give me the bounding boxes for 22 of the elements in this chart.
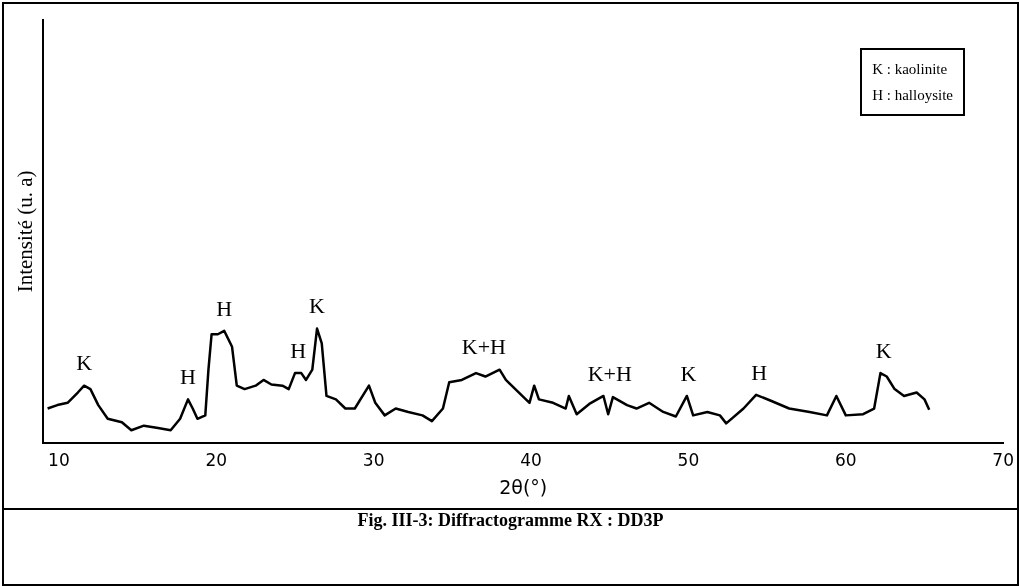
x-tick-label: 70 — [992, 450, 1014, 471]
annotation: K+H — [461, 334, 507, 360]
text: K : kaolinite — [872, 60, 949, 79]
annotation: K+H — [587, 360, 632, 386]
x-tick-label: 30 — [362, 450, 385, 471]
x-tick-label: 20 — [205, 450, 228, 471]
x-tick-label: 50 — [677, 450, 700, 471]
x-tick-label: 40 — [520, 450, 542, 471]
annotation: H — [751, 359, 768, 385]
text: H : halloysite — [872, 86, 953, 105]
text: Fig. III-3: Diffractogramme RX : DD3P — [4, 508, 1017, 586]
annotation: H — [216, 295, 233, 321]
annotation: K — [680, 360, 697, 386]
x-tick-label: 10 — [48, 450, 70, 471]
annotation: K — [309, 293, 326, 319]
annotation: K — [875, 337, 892, 363]
x-axis-title: 2θ(°) — [499, 475, 548, 498]
annotation: H — [180, 364, 197, 390]
annotation: H — [290, 337, 307, 363]
annotation: K — [76, 350, 93, 376]
y-axis-title: Intensité (u. a) — [13, 170, 38, 293]
x-tick-label: 60 — [834, 450, 857, 471]
